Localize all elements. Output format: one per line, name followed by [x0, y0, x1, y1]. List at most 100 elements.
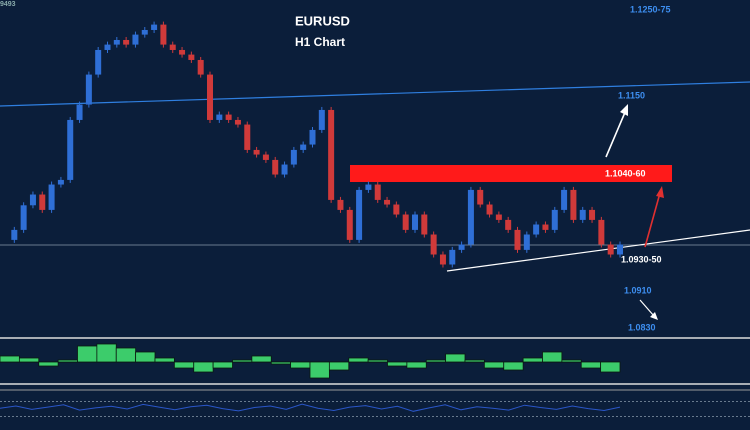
candle-body	[533, 224, 540, 235]
candle-body	[207, 74, 213, 120]
oscillator-bar	[309, 361, 330, 379]
oscillator-bar	[96, 343, 117, 363]
candle-body	[365, 184, 372, 190]
candle-body	[95, 49, 102, 75]
arrow-head	[650, 312, 658, 320]
oscillator-bar	[290, 361, 311, 369]
candle-body	[318, 109, 325, 130]
oscillator-bar	[0, 355, 20, 363]
oscillator-bar	[232, 359, 253, 363]
oscillator-bar	[561, 359, 582, 363]
support-line	[446, 229, 750, 272]
candle-body	[505, 219, 512, 230]
arrow-head	[656, 186, 664, 198]
candle-body	[160, 24, 167, 45]
candle-body	[197, 59, 204, 75]
candle-body	[607, 244, 614, 255]
candle-body	[570, 189, 577, 220]
oscillator-bar	[503, 361, 524, 371]
candle-body	[20, 205, 27, 230]
oscillator-bar	[115, 347, 137, 363]
arrow	[644, 192, 661, 248]
oscillator-bar	[580, 361, 602, 369]
annotation: 1.1250-75	[630, 4, 671, 14]
candle-body	[542, 224, 549, 230]
candle-body	[551, 209, 558, 230]
candle-body	[39, 194, 46, 210]
annotation: 1.0910	[624, 285, 652, 295]
candle-body	[123, 39, 130, 45]
candle-body	[356, 189, 363, 240]
oscillator-bar	[406, 361, 427, 369]
candle-body	[244, 124, 251, 150]
candle-body	[617, 244, 623, 255]
candle-body	[337, 199, 344, 210]
annotation: 1.0930-50	[621, 254, 662, 264]
candle-body	[412, 214, 418, 230]
oscillator-bar	[425, 359, 447, 363]
oscillator-bar	[251, 355, 272, 363]
candle-body	[328, 109, 335, 200]
candle-body	[290, 149, 297, 165]
candle-body	[132, 34, 139, 45]
candle-body	[589, 209, 596, 220]
oscillator-bar	[135, 351, 156, 363]
candle-body	[579, 209, 586, 220]
oscillator-bar	[77, 345, 98, 363]
oscillator-bar	[348, 357, 369, 363]
candle-body	[514, 229, 521, 250]
candle-body	[477, 189, 484, 205]
candle-body	[216, 114, 223, 120]
candle-body	[67, 119, 74, 180]
candle-body	[234, 119, 241, 125]
arrow	[639, 299, 655, 317]
annotation: 1.1040-60	[605, 168, 646, 178]
candle-body	[523, 234, 530, 250]
candle-body	[141, 29, 148, 35]
candle-body	[151, 24, 158, 30]
candle-body	[76, 104, 83, 120]
candle-body	[253, 149, 260, 155]
arrow-head	[620, 104, 628, 116]
candle-body	[225, 114, 232, 120]
oscillator-bar	[483, 361, 505, 369]
annotation: 1.1150	[618, 90, 645, 100]
candle-body	[486, 204, 493, 215]
candle-body	[179, 49, 186, 55]
oscillator-bar	[270, 361, 292, 365]
candle-body	[104, 44, 111, 50]
oscillator-bar	[542, 351, 563, 363]
arrow	[605, 109, 627, 158]
candle-body	[495, 214, 502, 220]
candle-body	[598, 219, 605, 245]
resistance-zone	[350, 165, 672, 182]
candle-body	[272, 159, 279, 175]
candle-body	[169, 44, 176, 50]
oscillator-bar	[173, 361, 195, 369]
chart-title: EURUSD	[295, 13, 350, 28]
oscillator-bar	[367, 359, 388, 363]
header-fragment: 9493	[0, 1, 16, 8]
oscillator-bar	[328, 361, 350, 371]
candle-body	[467, 189, 474, 245]
oscillator-bar	[522, 357, 543, 363]
candle-body	[29, 194, 36, 206]
oscillator-bar	[154, 357, 175, 363]
candle-body	[262, 154, 269, 160]
candle-body	[421, 214, 428, 235]
trend-line	[0, 81, 750, 107]
candle-body	[188, 54, 195, 60]
candle-body	[449, 249, 456, 265]
candle-body	[300, 144, 307, 150]
candle-body	[309, 129, 316, 145]
candle-body	[48, 184, 55, 210]
candle-body	[85, 74, 92, 105]
candle-body	[561, 189, 568, 210]
annotation: 1.0830	[628, 322, 656, 332]
candle-body	[439, 254, 446, 265]
indicator-line	[0, 403, 621, 412]
candle-body	[393, 204, 400, 215]
oscillator-bar	[38, 361, 59, 367]
